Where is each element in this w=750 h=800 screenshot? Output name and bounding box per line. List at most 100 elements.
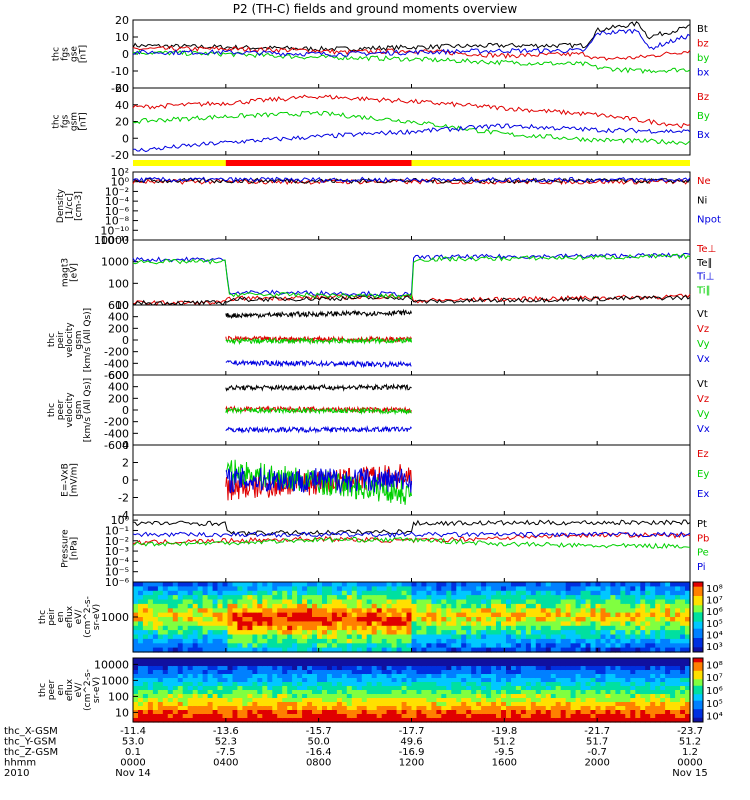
spectrogram-cell <box>152 630 159 636</box>
spectrogram-cell <box>242 603 248 609</box>
spectrogram-cell <box>635 662 641 667</box>
spectrogram-cell <box>675 590 681 596</box>
spectrogram-cell <box>267 694 273 699</box>
spectrogram-cell <box>501 630 507 636</box>
spectrogram-cell <box>411 599 418 605</box>
spectrogram-cell <box>535 638 542 644</box>
spectrogram-cell <box>237 608 243 614</box>
spectrogram-cell <box>391 690 398 695</box>
spectrogram-cell <box>491 662 497 667</box>
spectrogram-cell <box>212 625 219 631</box>
spectrogram-cell <box>431 718 437 723</box>
spectrogram-cell <box>277 599 283 605</box>
spectrogram-cell <box>600 658 607 663</box>
spectrogram-cell <box>292 612 298 618</box>
spectrogram-cell <box>282 595 288 601</box>
spectrogram-cell <box>486 678 492 683</box>
spectrogram-cell <box>416 670 423 675</box>
spectrogram-cell <box>550 686 557 691</box>
spectrogram-cell <box>570 630 577 636</box>
spectrogram-cell <box>436 698 442 703</box>
spectrogram-cell <box>645 690 651 695</box>
spectrogram-cell <box>247 586 253 592</box>
spectrogram-cell <box>192 595 199 601</box>
spectrogram-cell <box>421 694 427 699</box>
spectrogram-cell <box>242 638 248 644</box>
spectrogram-cell <box>391 658 398 663</box>
spectrogram-cell <box>327 599 333 605</box>
spectrogram-cell <box>511 621 517 627</box>
spectrogram-cell <box>391 599 398 605</box>
spectrogram-cell <box>665 599 671 605</box>
spectrogram-cell <box>515 617 522 622</box>
spectrogram-cell <box>675 608 681 614</box>
y-axis-label: fgs <box>61 114 71 128</box>
spectrogram-cell <box>540 658 547 663</box>
spectrogram-cell <box>575 686 582 691</box>
spectrogram-cell <box>630 603 636 609</box>
spectrogram-cell <box>396 621 403 627</box>
spectrogram-cell <box>476 682 482 687</box>
spectrogram-cell <box>431 612 437 618</box>
spectrogram-cell <box>307 666 313 671</box>
spectrogram-cell <box>600 586 607 592</box>
spectrogram-cell <box>496 603 502 609</box>
spectrogram-cell <box>530 625 537 631</box>
spectrogram-cell <box>481 634 487 640</box>
spectrogram-cell <box>212 590 219 596</box>
spectrogram-cell <box>242 595 248 601</box>
spectrogram-cell <box>331 586 338 592</box>
spectrogram-cell <box>411 630 418 636</box>
spectrogram-cell <box>535 612 542 618</box>
spectrogram-cell <box>252 590 258 596</box>
spectrogram-cell <box>590 586 597 592</box>
spectrogram-cell <box>297 682 303 687</box>
spectrogram-cell <box>645 630 651 636</box>
spectrogram-cell <box>491 647 497 653</box>
spectrogram-cell <box>456 686 462 691</box>
spectrogram-cell <box>327 714 333 719</box>
spectrogram-cell <box>197 662 204 667</box>
spectrogram-cell <box>615 662 621 667</box>
y-tick-label: 60 <box>115 82 129 95</box>
spectrogram-cell <box>297 625 303 631</box>
spectrogram-cell <box>257 595 263 601</box>
spectrogram-cell <box>172 718 179 723</box>
spectrogram-cell <box>152 595 159 601</box>
spectrogram-cell <box>331 698 338 703</box>
spectrogram-cell <box>615 710 621 715</box>
spectrogram-cell <box>406 621 413 627</box>
spectrogram-cell <box>227 634 234 640</box>
spectrogram-cell <box>456 658 462 663</box>
spectrogram-cell <box>232 674 239 679</box>
spectrogram-cell <box>451 617 457 622</box>
spectrogram-cell <box>138 686 144 691</box>
spectrogram-cell <box>530 702 537 707</box>
spectrogram-cell <box>197 621 204 627</box>
footer-row-label: 2010 <box>4 768 29 779</box>
spectrogram-cell <box>167 630 174 636</box>
spectrogram-cell <box>525 599 532 605</box>
spectrogram-cell <box>491 678 497 683</box>
spectrogram-cell <box>172 603 179 609</box>
spectrogram-cell <box>307 662 313 667</box>
spectrogram-cell <box>177 694 184 699</box>
spectrogram-cell <box>381 718 388 723</box>
spectrogram-cell <box>620 666 626 671</box>
y-axis-label: gse <box>70 46 80 62</box>
spectrogram-cell <box>535 590 542 596</box>
spectrogram-cell <box>640 666 646 671</box>
spectrogram-cell <box>461 690 467 695</box>
spectrogram-cell <box>406 586 413 592</box>
spectrogram-cell <box>262 634 268 640</box>
spectrogram-cell <box>491 638 497 644</box>
spectrogram-cell <box>501 718 507 723</box>
spectrogram-cell <box>550 702 557 707</box>
spectrogram-cell <box>401 698 408 703</box>
spectrogram-cell <box>605 582 612 587</box>
spectrogram-cell <box>680 643 686 649</box>
spectrogram-cell <box>262 625 268 631</box>
spectrogram-cell <box>138 647 144 653</box>
spectrogram-cell <box>476 662 482 667</box>
spectrogram-cell <box>570 678 577 683</box>
